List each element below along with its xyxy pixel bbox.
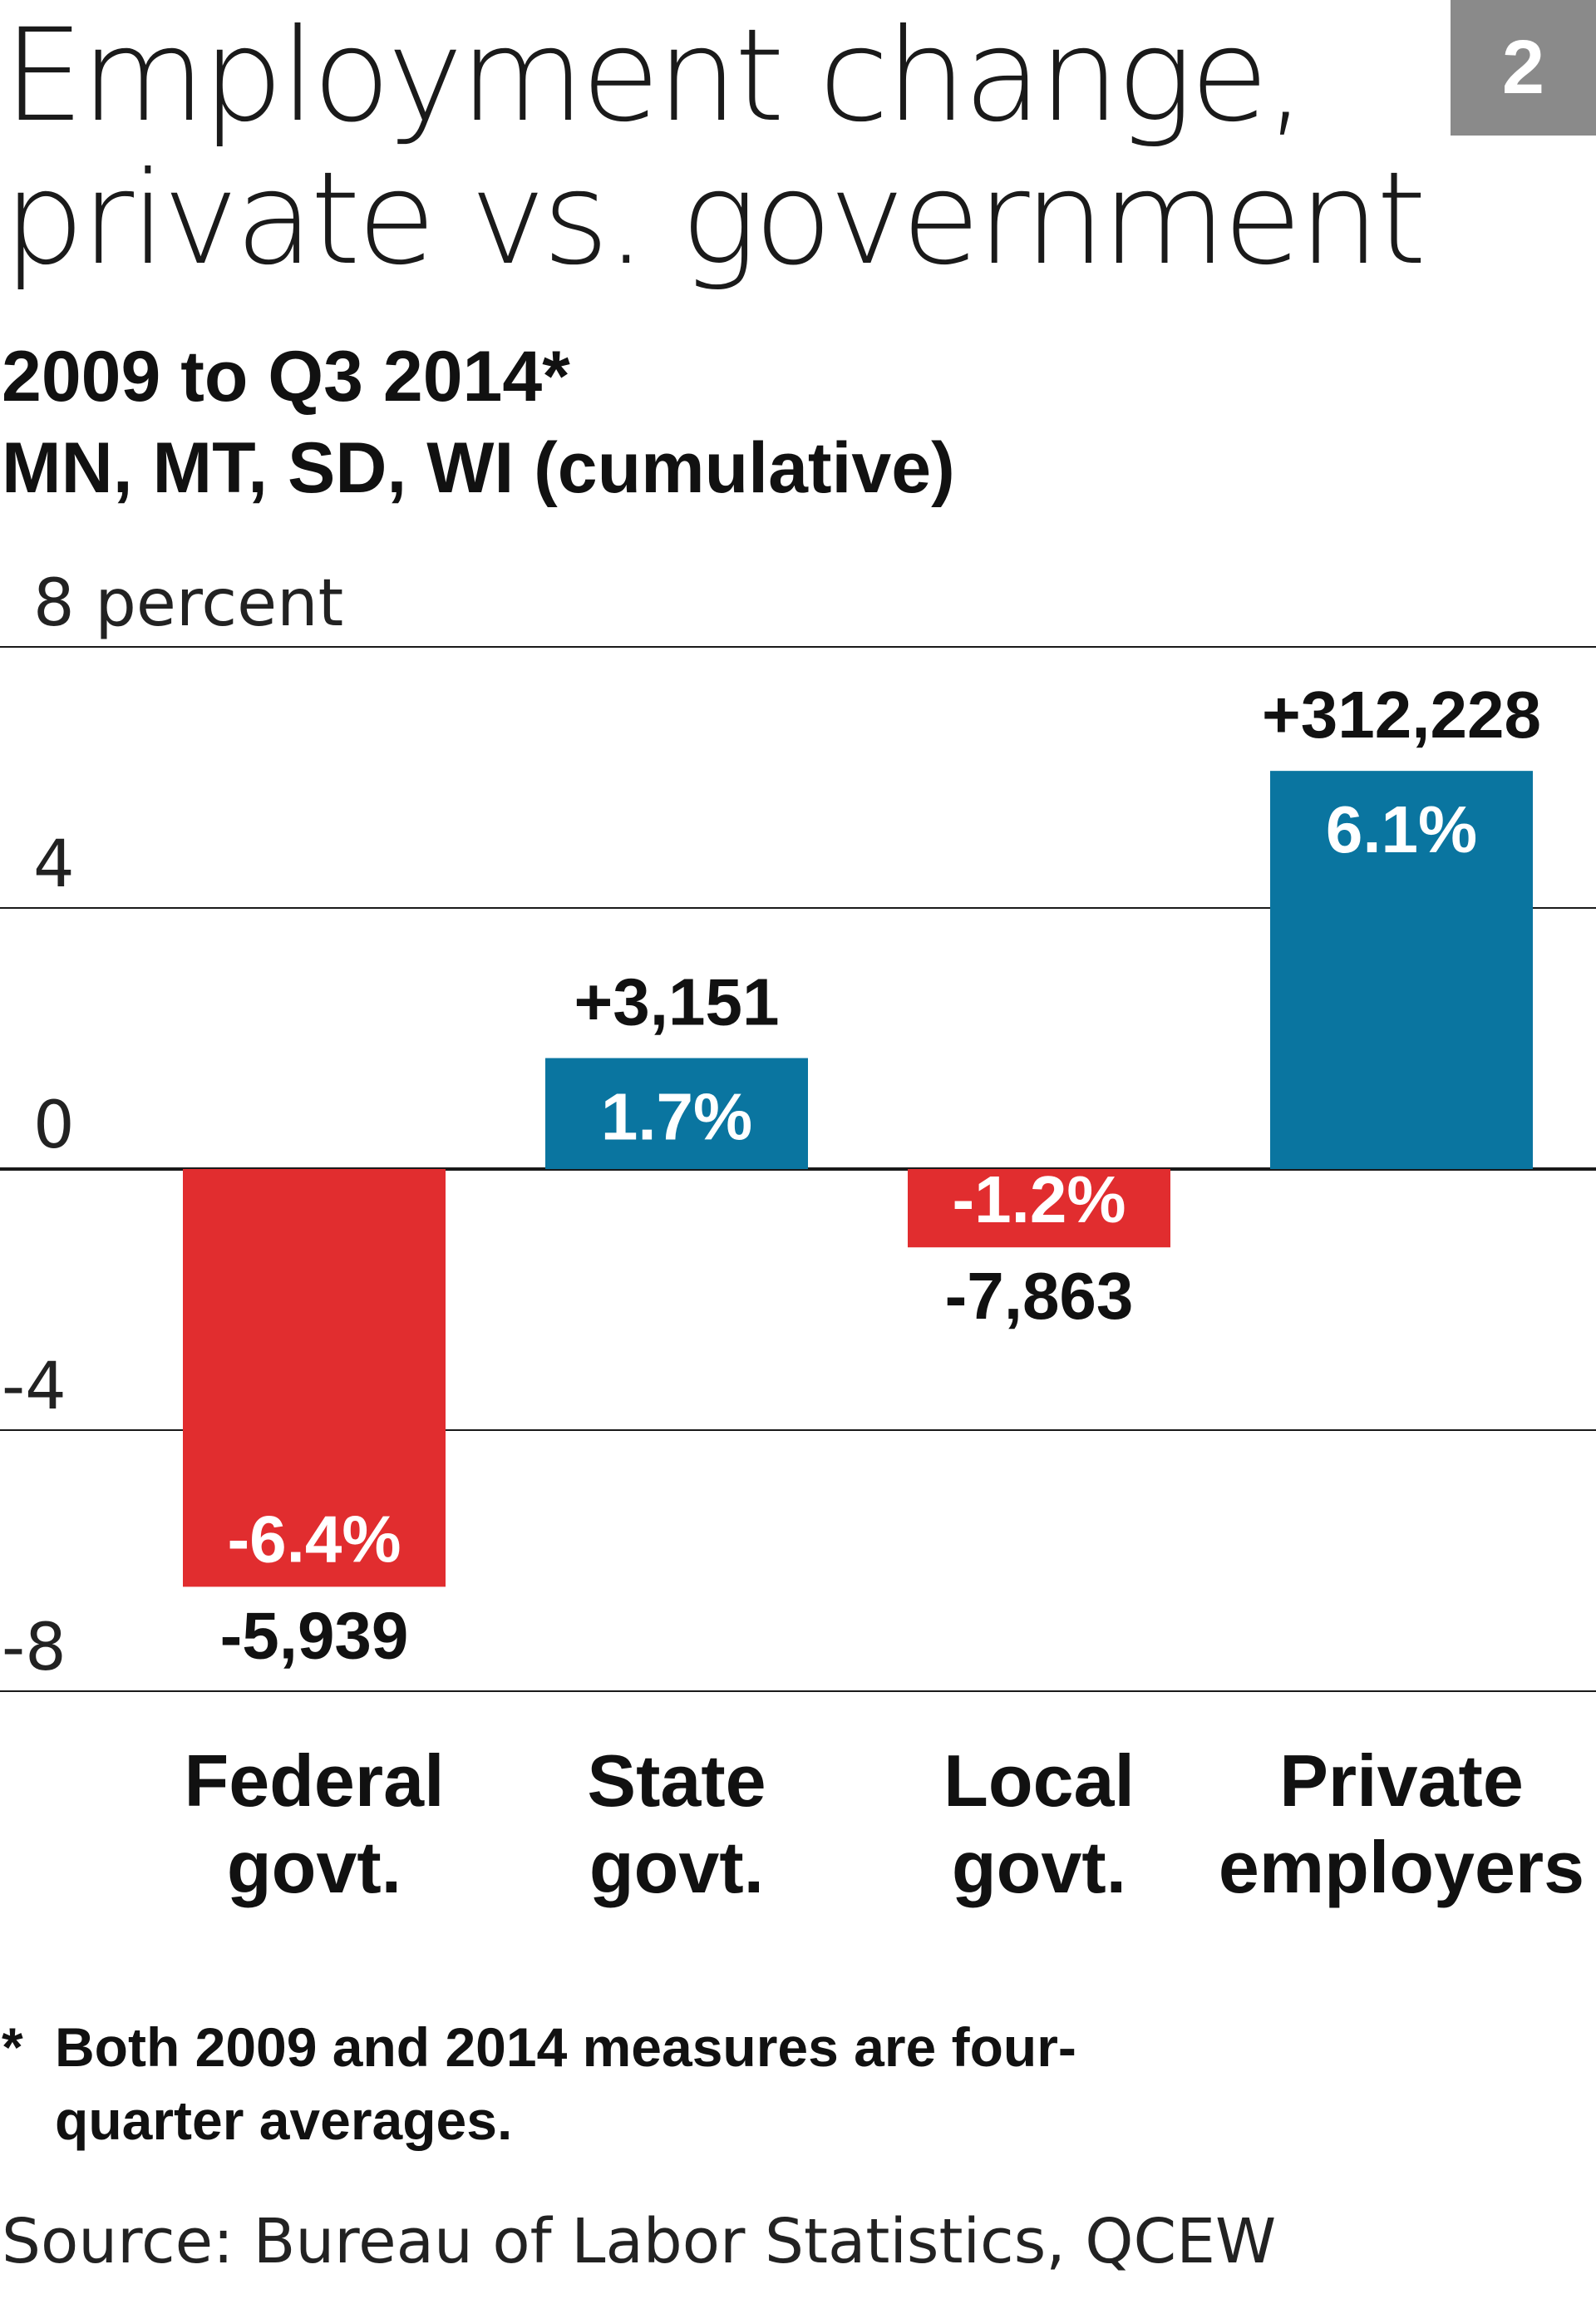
bar-chart: 8 percent40-4-8-6.4%-5,939Federalgovt.1.… xyxy=(0,566,1596,1908)
y-tick-label: 4 xyxy=(33,827,75,902)
chart-title: Employment change, private vs. governmen… xyxy=(3,2,1426,294)
x-category-label: govt. xyxy=(227,1826,401,1908)
y-tick-label: 0 xyxy=(33,1088,75,1163)
chart-subtitle: 2009 to Q3 2014* MN, MT, SD, WI (cumulat… xyxy=(2,331,955,514)
bar-3 xyxy=(1270,771,1533,1169)
y-tick-label: -4 xyxy=(2,1349,66,1424)
x-category-label: Federal xyxy=(184,1739,444,1822)
bar-value-label: 1.7% xyxy=(601,1080,752,1154)
chart-title-line-2: private vs. government xyxy=(3,145,1426,294)
y-tick-label: 8 percent xyxy=(33,566,343,641)
y-tick-label: -8 xyxy=(2,1611,66,1685)
x-category-label: Private xyxy=(1279,1739,1524,1822)
x-category-label: employers xyxy=(1219,1826,1584,1908)
bar-change-label: -5,939 xyxy=(220,1598,409,1672)
footnote: * Both 2009 and 2014 measures are four-q… xyxy=(2,2010,1135,2157)
bar-0 xyxy=(183,1169,446,1587)
footnote-text: Both 2009 and 2014 measures are four-qua… xyxy=(55,2016,1076,2151)
x-category-label: govt. xyxy=(952,1826,1126,1908)
x-category-label: govt. xyxy=(589,1826,764,1908)
chart-subtitle-line-1: 2009 to Q3 2014* xyxy=(2,337,570,417)
source-credit: Source: Bureau of Labor Statistics, QCEW xyxy=(2,2206,1277,2277)
bar-change-label: +312,228 xyxy=(1262,678,1541,752)
bar-1 xyxy=(545,1058,808,1169)
bar-value-label: -6.4% xyxy=(228,1502,401,1576)
bar-change-label: -7,863 xyxy=(945,1259,1134,1333)
bar-change-label: +3,151 xyxy=(574,965,780,1039)
x-category-label: State xyxy=(587,1739,766,1822)
x-category-label: Local xyxy=(943,1739,1135,1822)
bar-value-label: 6.1% xyxy=(1326,792,1477,866)
bar-value-label: -1.2% xyxy=(953,1162,1126,1236)
chart-subtitle-line-2: MN, MT, SD, WI (cumulative) xyxy=(2,428,955,508)
bar-2 xyxy=(908,1169,1170,1248)
footnote-marker: * xyxy=(2,2016,23,2078)
figure-number-badge: 2 xyxy=(1451,0,1596,136)
chart-title-line-1: Employment change, xyxy=(3,2,1306,150)
